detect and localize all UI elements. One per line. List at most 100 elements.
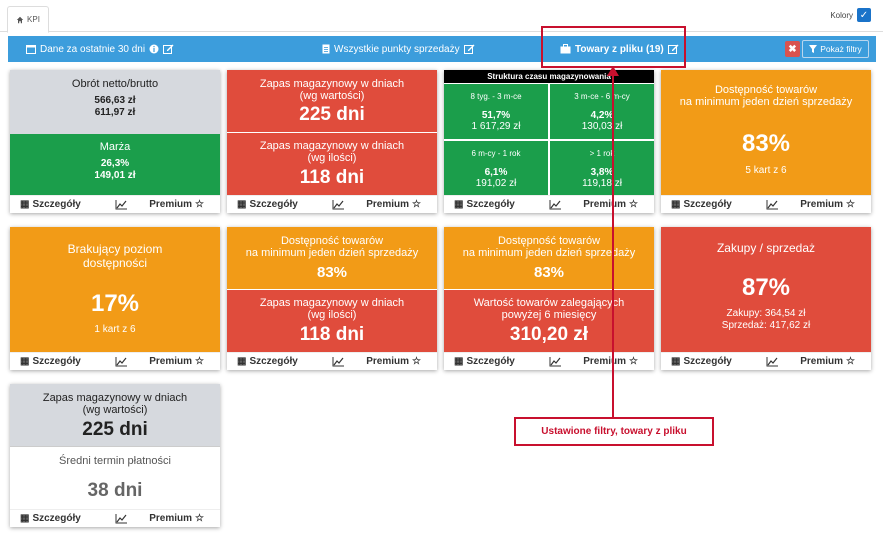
premium-button[interactable]: Premium ☆ (149, 356, 204, 367)
chart-button[interactable] (313, 199, 363, 210)
availability-label-1: Dostępność towarów (280, 235, 384, 247)
star-icon: ☆ (412, 199, 421, 210)
stock-value-label-2: (wg wartości) (299, 90, 365, 102)
filter-period[interactable]: Dane za ostatnie 30 dni (26, 36, 174, 62)
arrow-up-icon (607, 66, 619, 76)
turnover-label: Obrót netto/brutto (71, 78, 159, 90)
tile-footer: ▦ Szczegóły Premium ☆ (227, 352, 437, 370)
close-icon: ✖ (788, 43, 797, 55)
stock-qty-days: 118 dni (299, 324, 365, 345)
star-icon: ☆ (412, 356, 421, 367)
storage-structure-title: Struktura czasu magazynowania (444, 70, 654, 83)
storage-cell: > 1 rok 3,8% 119,18 zł (550, 141, 654, 196)
stock-qty-label-2: (wg ilości) (307, 152, 357, 164)
missing-availability-label-1: Brakujący poziom (67, 242, 163, 256)
annotation-callout: Ustawione filtry, towary z pliku (514, 417, 714, 446)
availability-section: Dostępność towarów na minimum jeden dzie… (227, 227, 437, 289)
edit-icon[interactable] (667, 44, 679, 54)
storage-cell: 3 m-ce - 6 m-cy 4,2% 130,03 zł (550, 84, 654, 139)
payment-term-value: 38 dni (87, 480, 143, 501)
premium-button[interactable]: Premium ☆ (583, 356, 638, 367)
turnover-gross: 611,97 zł (94, 107, 136, 118)
divider (444, 289, 654, 290)
table-icon: ▦ (237, 356, 247, 367)
colors-toggle[interactable]: Kolory ✓ (830, 8, 871, 22)
kpi-tile-availability-stock: Dostępność towarów na minimum jeden dzie… (227, 227, 437, 370)
chart-button[interactable] (747, 356, 797, 367)
table-icon: ▦ (454, 199, 464, 210)
edit-icon[interactable] (163, 44, 174, 54)
margin-label: Marża (99, 141, 131, 153)
chart-button[interactable] (96, 513, 146, 524)
line-chart-icon (766, 356, 778, 366)
tile-footer: ▦ Szczegóły Premium ☆ (444, 195, 654, 213)
premium-button[interactable]: Premium ☆ (149, 199, 204, 210)
premium-button[interactable]: Premium ☆ (800, 356, 855, 367)
details-label: Szczegóły (249, 199, 298, 210)
clear-filters-button[interactable]: ✖ (785, 41, 800, 57)
check-icon[interactable]: ✓ (857, 8, 871, 22)
show-filters-button[interactable]: Pokaż filtry (802, 40, 869, 58)
stock-value-days: 225 dni (299, 104, 365, 125)
details-link[interactable]: ▦ Szczegóły (20, 199, 96, 210)
availability-value: 83% (316, 264, 348, 281)
details-link[interactable]: ▦ Szczegóły (671, 356, 747, 367)
tab-kpi[interactable]: KPI (7, 6, 49, 33)
tile-footer: ▦ Szczegóły Premium ☆ (10, 352, 220, 370)
tile-footer: ▦ Szczegóły Premium ☆ (444, 352, 654, 370)
details-link[interactable]: ▦ Szczegóły (20, 513, 96, 524)
chart-button[interactable] (530, 356, 580, 367)
storage-cell-label: 3 m-ce - 6 m-cy (574, 92, 630, 101)
details-link[interactable]: ▦ Szczegóły (237, 356, 313, 367)
line-chart-icon (332, 356, 344, 366)
table-icon: ▦ (20, 513, 30, 524)
storage-cell-label: 6 m-cy - 1 rok (471, 149, 521, 158)
premium-button[interactable]: Premium ☆ (366, 199, 421, 210)
stock-qty-section: Zapas magazynowy w dniach (wg ilości) 11… (227, 290, 437, 352)
details-link[interactable]: ▦ Szczegóły (671, 199, 747, 210)
annotation-arrow (612, 68, 614, 417)
storage-cell: 8 tyg. - 3 m-ce 51,7% 1 617,29 zł (444, 84, 548, 139)
missing-availability-value: 17% (90, 290, 140, 317)
storage-cell-amount: 119,18 zł (582, 178, 622, 189)
premium-button[interactable]: Premium ☆ (149, 513, 204, 524)
premium-label: Premium (366, 356, 410, 367)
storage-cell-label: > 1 rok (589, 149, 615, 158)
availability-section: Dostępność towarów na minimum jeden dzie… (444, 227, 654, 289)
details-link[interactable]: ▦ Szczegóły (454, 356, 530, 367)
table-icon: ▦ (20, 199, 30, 210)
kpi-tile-turnover: Obrót netto/brutto 566,63 zł 611,97 zł M… (10, 70, 220, 213)
filter-bar: Dane za ostatnie 30 dni Wszystkie punkty… (8, 36, 876, 62)
details-link[interactable]: ▦ Szczegóły (20, 356, 96, 367)
premium-button[interactable]: Premium ☆ (366, 356, 421, 367)
chart-button[interactable] (313, 356, 363, 367)
line-chart-icon (766, 199, 778, 209)
stock-qty-label-1: Zapas magazynowy w dniach (259, 297, 405, 309)
overdue-label-1: Wartość towarów zalegających (473, 297, 625, 309)
table-icon: ▦ (454, 356, 464, 367)
filter-products[interactable]: Towary z pliku (19) (560, 36, 679, 62)
payment-term-label: Średni termin płatności (59, 455, 171, 467)
chart-button[interactable] (747, 199, 797, 210)
details-label: Szczegóły (683, 199, 732, 210)
payment-term-section: Średni termin płatności 38 dni (10, 446, 220, 509)
details-label: Szczegóły (466, 356, 515, 367)
availability-label-2: na minimum jeden dzień sprzedaży (462, 247, 636, 259)
chart-button[interactable] (96, 356, 146, 367)
availability-label-1: Dostępność towarów (714, 84, 818, 96)
kpi-tile-availability-overdue: Dostępność towarów na minimum jeden dzie… (444, 227, 654, 370)
chart-button[interactable] (96, 199, 146, 210)
availability-value: 83% (533, 264, 565, 281)
edit-icon[interactable] (463, 44, 475, 54)
filter-points[interactable]: Wszystkie punkty sprzedaży (322, 36, 475, 62)
star-icon: ☆ (195, 513, 204, 524)
premium-button[interactable]: Premium ☆ (583, 199, 638, 210)
details-link[interactable]: ▦ Szczegóły (454, 199, 530, 210)
stock-qty-section: Zapas magazynowy w dniach (wg ilości) 11… (227, 133, 437, 195)
details-link[interactable]: ▦ Szczegóły (237, 199, 313, 210)
premium-label: Premium (583, 356, 627, 367)
filter-period-label: Dane za ostatnie 30 dni (40, 43, 146, 55)
filter-icon (809, 45, 818, 53)
premium-button[interactable]: Premium ☆ (800, 199, 855, 210)
chart-button[interactable] (530, 199, 580, 210)
